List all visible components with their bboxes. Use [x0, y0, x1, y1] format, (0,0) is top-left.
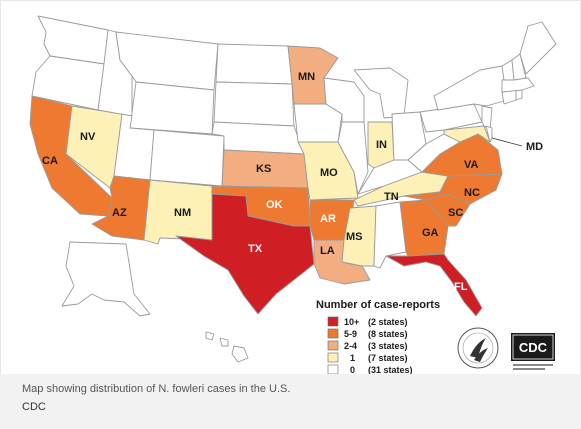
legend-range: 0: [350, 365, 355, 374]
label-ar: AR: [320, 213, 336, 225]
label-sc: SC: [448, 207, 463, 219]
legend-swatch-10plus: [327, 316, 339, 327]
state-ia: [293, 103, 343, 143]
legend-count: (2 states): [368, 317, 408, 327]
legend-item: 0 (31 states): [327, 364, 413, 375]
state-me: [519, 21, 557, 75]
label-az: AZ: [112, 207, 127, 219]
label-va: VA: [464, 159, 479, 171]
state-wa: [37, 15, 109, 65]
label-in: IN: [376, 139, 387, 151]
caption-bar: Map showing distribution of N. fowleri c…: [0, 374, 581, 429]
state-wy: [129, 81, 215, 135]
legend-item: 5-9 (8 states): [327, 328, 408, 339]
label-ga: GA: [422, 227, 439, 239]
legend-count: (3 states): [368, 341, 408, 351]
cdc-logo: CDC: [511, 333, 555, 370]
caption-text: Map showing distribution of N. fowleri c…: [22, 383, 291, 395]
us-map: CA NV AZ NM TX OK KS MN MO AR LA MS TN I…: [29, 15, 557, 375]
state-hi: [205, 331, 249, 363]
label-mn: MN: [298, 71, 315, 83]
label-fl: FL: [454, 281, 468, 293]
label-mo: MO: [320, 167, 338, 179]
state-ny: [433, 65, 509, 111]
state-nd: [215, 43, 293, 85]
label-la: LA: [320, 245, 335, 257]
map-container: CA NV AZ NM TX OK KS MN MO AR LA MS TN I…: [8, 4, 574, 375]
state-co: [149, 129, 225, 187]
label-ca: CA: [42, 155, 58, 167]
state-ri: [515, 89, 523, 101]
legend-item: 2-4 (3 states): [327, 340, 408, 351]
label-md: MD: [526, 141, 543, 153]
hhs-logo: [457, 327, 499, 369]
label-ok: OK: [266, 199, 283, 211]
legend-item: 10+ (2 states): [327, 316, 408, 327]
label-nv: NV: [80, 131, 96, 143]
label-tn: TN: [384, 191, 399, 203]
label-tx: TX: [248, 243, 263, 255]
legend: Number of case-reports 10+ (2 states) 5-…: [316, 299, 440, 375]
legend-range: 5-9: [344, 329, 357, 339]
md-leader-line: [491, 137, 523, 147]
legend-item: 1 (7 states): [327, 352, 408, 363]
legend-swatch-5-9: [327, 328, 339, 339]
state-ne: [211, 121, 305, 155]
state-ak: [61, 241, 151, 317]
label-ks: KS: [256, 163, 271, 175]
legend-swatch-1: [327, 352, 339, 363]
state-tx: [175, 193, 315, 315]
legend-count: (7 states): [368, 353, 408, 363]
legend-range: 1: [350, 353, 355, 363]
state-fl: [385, 253, 483, 317]
label-nc: NC: [464, 187, 480, 199]
label-ms: MS: [346, 231, 363, 243]
legend-count: (8 states): [368, 329, 408, 339]
legend-swatch-2-4: [327, 340, 339, 351]
state-or: [31, 55, 105, 111]
state-nh: [511, 53, 527, 81]
label-nm: NM: [174, 207, 191, 219]
state-sd: [213, 81, 295, 127]
legend-swatch-0: [327, 364, 339, 375]
cdc-logo-text: CDC: [519, 340, 548, 355]
legend-count: (31 states): [368, 365, 413, 374]
legend-range: 2-4: [344, 341, 357, 351]
legend-range: 10+: [344, 317, 359, 327]
legend-title: Number of case-reports: [316, 299, 440, 311]
caption-credit: CDC: [22, 401, 46, 413]
